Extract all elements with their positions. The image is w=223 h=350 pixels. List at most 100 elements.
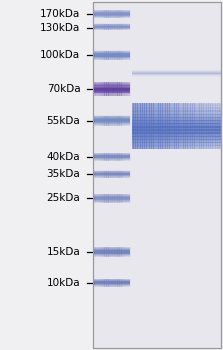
Bar: [101, 51, 103, 60]
Bar: [93, 253, 130, 254]
Bar: [123, 116, 125, 126]
Bar: [194, 103, 196, 149]
Text: 55kDa: 55kDa: [47, 116, 80, 126]
Bar: [116, 247, 118, 257]
Bar: [93, 26, 130, 27]
Bar: [132, 107, 221, 108]
Bar: [93, 256, 130, 257]
Bar: [93, 248, 130, 249]
Bar: [132, 128, 221, 129]
Bar: [132, 117, 221, 118]
Bar: [132, 137, 221, 138]
Bar: [165, 103, 168, 149]
Bar: [103, 194, 105, 203]
Bar: [95, 153, 97, 161]
Bar: [127, 194, 129, 203]
Bar: [112, 194, 114, 203]
Bar: [132, 117, 221, 118]
Bar: [132, 73, 221, 74]
Bar: [118, 153, 120, 161]
Bar: [93, 25, 130, 26]
Bar: [132, 75, 221, 76]
Bar: [121, 171, 124, 178]
Bar: [162, 103, 164, 149]
Bar: [132, 76, 221, 77]
Bar: [93, 91, 130, 92]
Bar: [93, 82, 95, 96]
Bar: [110, 171, 112, 178]
Bar: [93, 24, 130, 25]
Bar: [93, 200, 130, 201]
Bar: [97, 194, 99, 203]
Bar: [205, 103, 207, 149]
Bar: [93, 157, 130, 158]
Bar: [132, 131, 221, 132]
Bar: [127, 24, 129, 30]
Bar: [93, 83, 130, 84]
Bar: [185, 103, 188, 149]
Bar: [151, 103, 154, 149]
Bar: [121, 51, 124, 60]
Bar: [93, 27, 130, 28]
Bar: [93, 170, 130, 171]
Bar: [112, 279, 114, 287]
Bar: [104, 24, 107, 30]
Bar: [118, 171, 120, 178]
Bar: [112, 153, 114, 161]
Bar: [93, 160, 130, 161]
Bar: [93, 59, 130, 60]
Bar: [118, 24, 120, 30]
Bar: [123, 51, 125, 60]
Bar: [93, 10, 130, 11]
Bar: [93, 281, 130, 282]
Bar: [93, 86, 130, 88]
Bar: [93, 56, 130, 57]
Bar: [93, 26, 130, 27]
Bar: [104, 10, 107, 18]
Bar: [93, 89, 130, 90]
Bar: [95, 51, 97, 60]
Bar: [93, 254, 130, 255]
Bar: [108, 194, 110, 203]
Bar: [93, 176, 130, 177]
Bar: [132, 113, 221, 114]
Bar: [93, 281, 130, 282]
Text: 40kDa: 40kDa: [47, 152, 80, 162]
Bar: [93, 28, 130, 29]
Bar: [129, 247, 131, 257]
Bar: [112, 51, 114, 60]
Bar: [93, 250, 130, 251]
Bar: [119, 279, 122, 287]
Bar: [93, 2, 221, 348]
Bar: [112, 24, 114, 30]
Bar: [123, 153, 125, 161]
Bar: [106, 247, 109, 257]
Bar: [206, 103, 209, 149]
Bar: [93, 154, 130, 155]
Bar: [93, 11, 130, 12]
Bar: [93, 120, 130, 121]
Bar: [93, 90, 130, 91]
Bar: [93, 24, 95, 30]
Bar: [132, 104, 221, 105]
Bar: [119, 82, 122, 96]
Text: 35kDa: 35kDa: [47, 169, 80, 179]
Bar: [208, 103, 211, 149]
Bar: [169, 103, 171, 149]
Bar: [93, 285, 130, 286]
Bar: [93, 196, 130, 197]
Bar: [119, 171, 122, 178]
Bar: [132, 73, 221, 74]
Bar: [132, 147, 221, 148]
Bar: [97, 24, 99, 30]
Bar: [101, 24, 103, 30]
Bar: [158, 103, 161, 149]
Bar: [125, 51, 127, 60]
Bar: [93, 199, 130, 200]
Bar: [93, 54, 130, 55]
Bar: [132, 122, 221, 123]
Bar: [93, 29, 130, 30]
Bar: [93, 198, 130, 199]
Bar: [108, 247, 110, 257]
Bar: [101, 171, 103, 178]
